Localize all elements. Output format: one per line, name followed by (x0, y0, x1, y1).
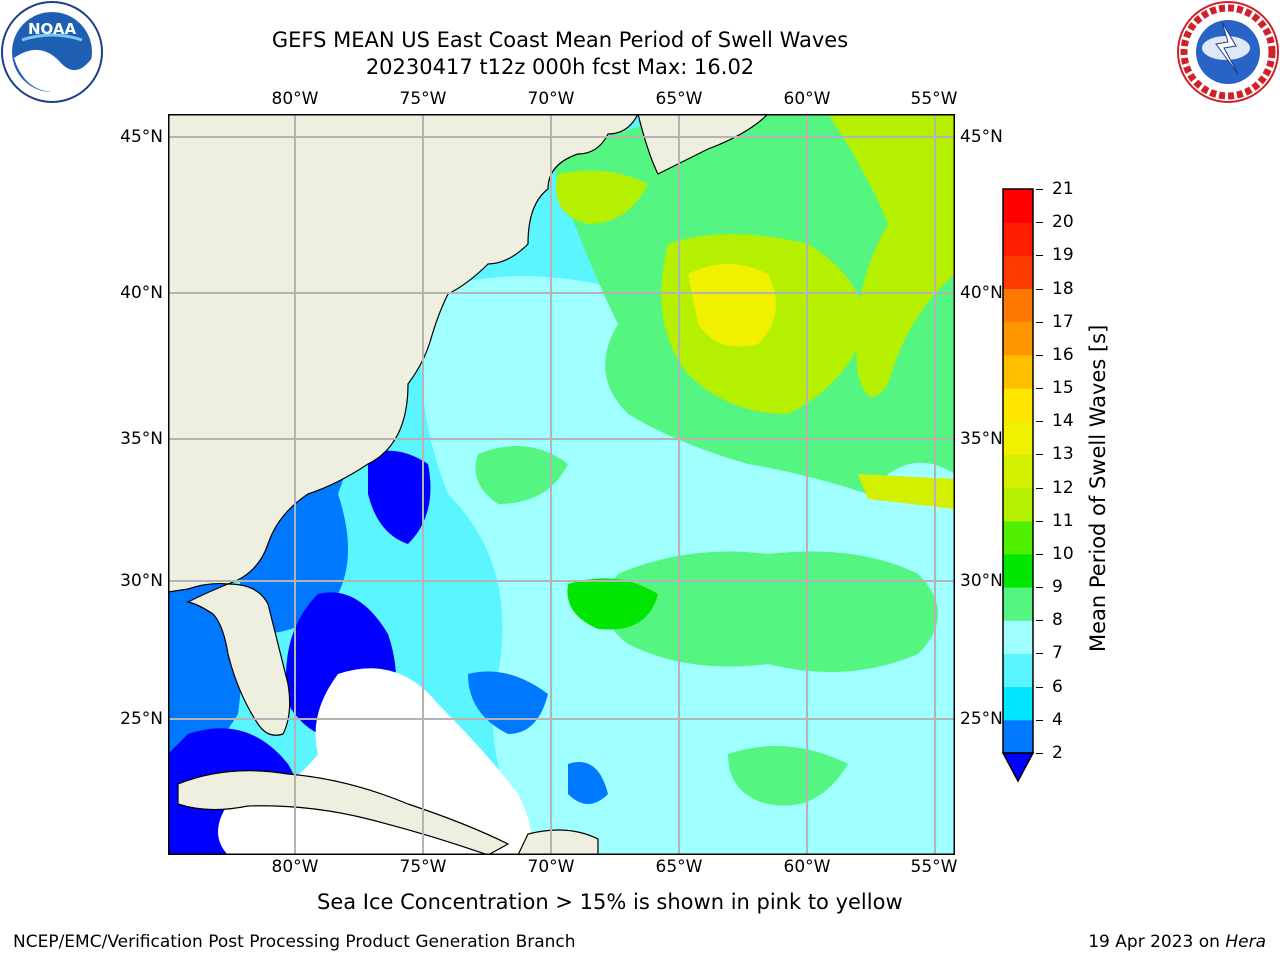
colorbar-tick: 10 (1052, 543, 1074, 564)
colorbar-band (1003, 520, 1033, 555)
colorbar-tick-mark (1036, 520, 1043, 522)
colorbar-tick-mark (1036, 288, 1043, 290)
chart-title: GEFS MEAN US East Coast Mean Period of S… (271, 28, 849, 52)
lat-tick-right: 35°N (960, 429, 1003, 449)
lon-tick-bottom: 70°W (527, 857, 575, 877)
colorbar-tick-mark (1036, 255, 1043, 257)
colorbar-tick: 19 (1052, 245, 1074, 266)
land-north-america (168, 114, 639, 593)
colorbar-band (1003, 421, 1033, 455)
svg-text:NOAA: NOAA (28, 20, 77, 38)
colorbar-tick: 13 (1052, 444, 1074, 465)
colorbar-tick-mark (1036, 553, 1043, 555)
land-florida (186, 583, 291, 736)
colorbar-tick-mark (1036, 587, 1043, 589)
colorbar-tick: 4 (1052, 709, 1063, 730)
colorbar-band (1003, 653, 1033, 688)
colorbar-tick-mark (1036, 222, 1043, 224)
footer-date-text: 19 Apr 2023 on (1088, 932, 1226, 952)
colorbar-tick: 2 (1052, 743, 1063, 763)
lon-tick-bottom: 60°W (783, 857, 831, 877)
lon-tick-bottom: 75°W (399, 857, 447, 877)
lon-tick-top: 75°W (399, 89, 447, 109)
colorbar-tick: 9 (1052, 577, 1063, 598)
colorbar-band (1003, 388, 1033, 422)
lat-tick-right: 30°N (960, 571, 1003, 591)
colorbar-tick: 14 (1052, 411, 1074, 432)
lon-tick-bottom: 65°W (655, 857, 703, 877)
colorbar-tick: 18 (1052, 278, 1074, 299)
colorbar-band (1003, 587, 1033, 621)
colorbar-band (1003, 487, 1033, 522)
lon-tick-bottom: 80°W (271, 857, 319, 877)
noaa-logo: NOAA (0, 0, 104, 104)
lat-tick-left: 35°N (120, 429, 163, 449)
colorbar-frame (1002, 188, 1034, 754)
lon-tick-top: 60°W (783, 89, 831, 109)
sea-ice-caption: Sea Ice Concentration > 15% is shown in … (317, 890, 903, 914)
colorbar-band (1003, 454, 1033, 489)
colorbar-tick-mark (1036, 321, 1043, 323)
colorbar-band (1003, 553, 1033, 588)
land-maritimes (637, 114, 769, 175)
land-hispaniola (517, 829, 599, 855)
colorbar-tick-mark (1036, 620, 1043, 622)
colorbar-band (1003, 222, 1033, 256)
lon-tick-top: 55°W (910, 89, 958, 109)
colorbar-band (1003, 288, 1033, 323)
map-frame (168, 114, 955, 855)
colorbar-extend-triangle (1001, 752, 1035, 783)
colorbar-band (1003, 719, 1033, 754)
colorbar-tick: 12 (1052, 477, 1074, 498)
colorbar-tick: 15 (1052, 378, 1074, 399)
colorbar-tick-mark (1036, 388, 1043, 390)
colorbar-tick: 8 (1052, 610, 1063, 631)
lat-tick-right: 25°N (960, 709, 1003, 729)
chart-subtitle: 20230417 t12z 000h fcst Max: 16.02 (365, 55, 755, 79)
lon-tick-top: 65°W (655, 89, 703, 109)
colorbar-tick: 17 (1052, 311, 1074, 332)
footer-machine: Hera (1225, 932, 1266, 952)
colorbar (1001, 188, 1035, 783)
colorbar-tick-mark (1036, 354, 1043, 356)
colorbar-tick: 11 (1052, 510, 1074, 531)
lat-tick-right: 45°N (960, 127, 1003, 147)
footer-branch: NCEP/EMC/Verification Post Processing Pr… (13, 932, 576, 952)
colorbar-band (1003, 354, 1033, 389)
colorbar-tick-mark (1036, 421, 1043, 423)
colorbar-band (1003, 686, 1033, 721)
colorbar-band (1003, 620, 1033, 654)
colorbar-tick: 21 (1052, 179, 1074, 199)
colorbar-tick-mark (1036, 653, 1043, 655)
graticule (168, 114, 955, 855)
colorbar-tick-mark (1036, 454, 1043, 456)
lon-tick-top: 70°W (527, 89, 575, 109)
footer-date: 19 Apr 2023 on Hera (1088, 932, 1266, 952)
colorbar-tick-mark (1036, 487, 1043, 489)
lat-tick-left: 30°N (120, 571, 163, 591)
lon-tick-bottom: 55°W (910, 857, 958, 877)
lon-tick-top: 80°W (271, 89, 319, 109)
masked-region (218, 668, 532, 855)
colorbar-tick-mark (1036, 719, 1043, 721)
colorbar-tick-mark (1036, 189, 1043, 190)
lat-tick-left: 40°N (120, 283, 163, 303)
colorbar-band (1003, 189, 1033, 223)
land-cuba (177, 770, 510, 855)
colorbar-tick: 7 (1052, 643, 1063, 664)
nws-logo (1176, 0, 1280, 104)
lat-tick-left: 45°N (120, 127, 163, 147)
colorbar-tick-mark (1036, 753, 1043, 754)
lat-tick-right: 40°N (960, 283, 1003, 303)
colorbar-tick: 6 (1052, 676, 1063, 697)
colorbar-tick: 16 (1052, 344, 1074, 365)
map-panel (168, 114, 955, 855)
colorbar-band (1003, 255, 1033, 290)
colorbar-tick-mark (1036, 686, 1043, 688)
colorbar-tick: 20 (1052, 212, 1074, 233)
colorbar-label: Mean Period of Swell Waves [s] (1086, 324, 1110, 652)
lat-tick-left: 25°N (120, 709, 163, 729)
colorbar-band (1003, 321, 1033, 356)
